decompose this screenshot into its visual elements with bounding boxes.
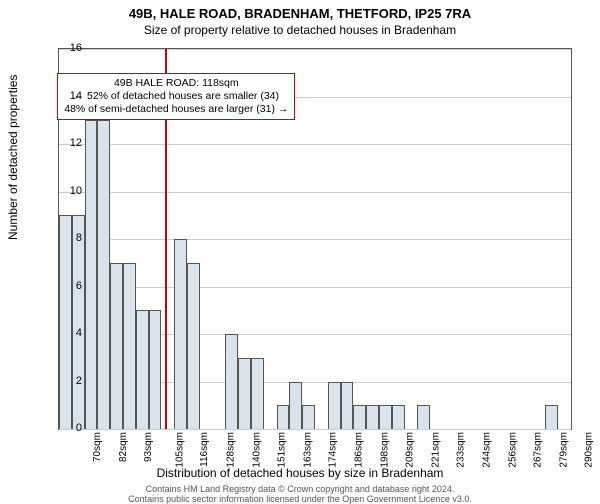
x-tick-label: 140sqm: [251, 432, 262, 468]
x-tick-label: 128sqm: [226, 432, 237, 468]
x-tick-label: 279sqm: [558, 432, 569, 468]
y-tick-label: 6: [52, 280, 82, 292]
bar: [174, 239, 187, 429]
gridline: [59, 192, 571, 193]
bar: [85, 120, 98, 429]
x-tick-label: 256sqm: [507, 432, 518, 468]
y-tick-label: 0: [52, 422, 82, 434]
bar: [545, 405, 558, 429]
bar: [277, 405, 290, 429]
plot-area: 49B HALE ROAD: 118sqm← 52% of detached h…: [58, 48, 572, 430]
x-tick-label: 151sqm: [277, 432, 288, 468]
bar: [341, 382, 354, 430]
gridline: [59, 287, 571, 288]
bar: [328, 382, 341, 430]
x-tick-label: 198sqm: [379, 432, 390, 468]
annotation-line: 49B HALE ROAD: 118sqm: [64, 77, 288, 90]
gridline: [59, 49, 571, 50]
bar: [366, 405, 379, 429]
bar: [289, 382, 302, 430]
bar: [97, 120, 110, 429]
chart-title: 49B, HALE ROAD, BRADENHAM, THETFORD, IP2…: [0, 0, 600, 21]
x-tick-label: 186sqm: [354, 432, 365, 468]
y-tick-label: 10: [52, 185, 82, 197]
x-tick-label: 244sqm: [482, 432, 493, 468]
y-tick-label: 2: [52, 375, 82, 387]
footnote: Contains HM Land Registry data © Crown c…: [0, 484, 600, 504]
x-tick-label: 82sqm: [118, 432, 129, 462]
y-tick-label: 4: [52, 327, 82, 339]
bar: [392, 405, 405, 429]
gridline: [59, 239, 571, 240]
y-tick-label: 12: [52, 137, 82, 149]
bar: [238, 358, 251, 429]
bar: [302, 405, 315, 429]
bar: [149, 310, 162, 429]
bar: [59, 215, 72, 429]
annotation-line: 48% of semi-detached houses are larger (…: [64, 103, 288, 116]
bar: [72, 215, 85, 429]
chart-subtitle: Size of property relative to detached ho…: [0, 21, 600, 37]
bar: [251, 358, 264, 429]
y-axis-label: Number of detached properties: [6, 75, 20, 240]
x-tick-label: 267sqm: [533, 432, 544, 468]
bar: [110, 263, 123, 429]
y-tick-label: 16: [52, 42, 82, 54]
bar: [379, 405, 392, 429]
gridline: [59, 429, 571, 430]
bar: [417, 405, 430, 429]
x-axis-label: Distribution of detached houses by size …: [0, 466, 600, 480]
x-tick-label: 105sqm: [174, 432, 185, 468]
bar: [123, 263, 136, 429]
x-tick-label: 116sqm: [199, 432, 210, 467]
x-tick-label: 209sqm: [405, 432, 416, 468]
y-tick-label: 14: [52, 90, 82, 102]
x-tick-label: 174sqm: [328, 432, 339, 468]
annotation-line: ← 52% of detached houses are smaller (34…: [64, 90, 288, 103]
x-tick-label: 93sqm: [143, 432, 154, 462]
x-tick-label: 233sqm: [456, 432, 467, 468]
x-tick-label: 290sqm: [584, 432, 595, 468]
bar: [136, 310, 149, 429]
gridline: [59, 144, 571, 145]
y-tick-label: 8: [52, 232, 82, 244]
histogram-chart: 49B, HALE ROAD, BRADENHAM, THETFORD, IP2…: [0, 0, 600, 500]
bar: [353, 405, 366, 429]
x-tick-label: 70sqm: [92, 432, 103, 462]
bar: [187, 263, 200, 429]
bar: [225, 334, 238, 429]
x-tick-label: 163sqm: [302, 432, 313, 468]
annotation-box: 49B HALE ROAD: 118sqm← 52% of detached h…: [57, 73, 295, 120]
x-tick-label: 221sqm: [430, 432, 441, 468]
